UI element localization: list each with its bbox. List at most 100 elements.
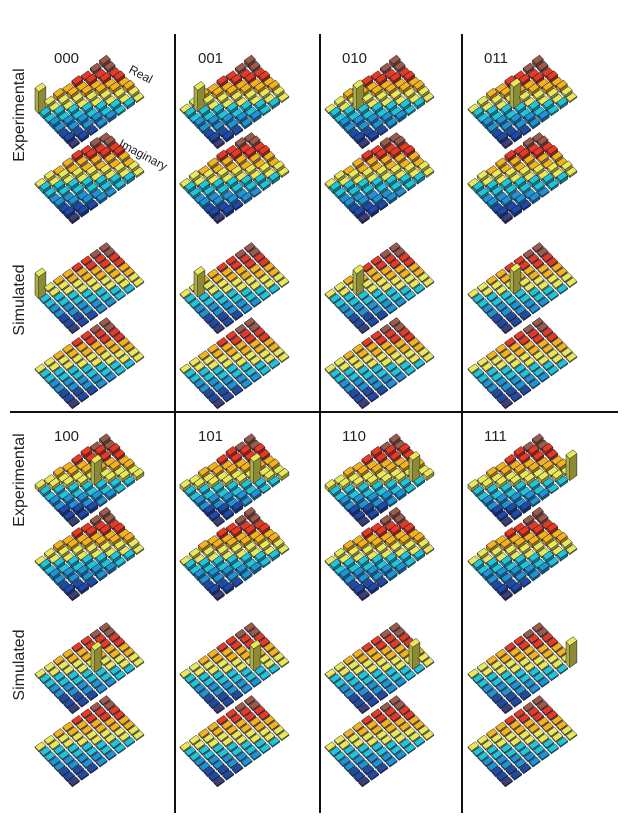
bar-top xyxy=(39,106,52,117)
bar-top xyxy=(62,157,74,168)
bar-top xyxy=(53,366,66,377)
bar-top xyxy=(76,719,88,730)
bar-top xyxy=(123,663,136,674)
plot-101-simulated-real xyxy=(179,622,290,715)
bar-top xyxy=(123,96,136,107)
bar-top xyxy=(230,73,243,84)
plot-001-simulated-real xyxy=(179,242,290,335)
bar-top xyxy=(49,378,61,389)
bar-top xyxy=(89,628,102,639)
bar-top xyxy=(86,199,99,210)
bar-top xyxy=(71,278,84,289)
bar-top xyxy=(62,268,74,279)
bar-top xyxy=(123,267,135,277)
bar-top xyxy=(94,706,107,717)
bar-top xyxy=(44,373,56,384)
bar-top xyxy=(68,589,80,600)
bar-top xyxy=(100,744,112,755)
bar-top xyxy=(34,82,47,93)
bar-top xyxy=(99,163,112,174)
bar-top xyxy=(113,710,126,720)
bar-top xyxy=(80,635,93,646)
bar-top xyxy=(268,79,280,90)
bar-top xyxy=(80,330,93,341)
bar-top xyxy=(77,491,89,502)
bar-top xyxy=(212,120,225,131)
bar-top xyxy=(109,343,121,354)
bar-top xyxy=(90,265,102,276)
bar-top xyxy=(53,275,65,285)
bar-top xyxy=(99,333,112,344)
bar-top xyxy=(53,728,65,738)
bar-top xyxy=(132,166,145,177)
bar-top xyxy=(105,488,117,498)
panel-dividers xyxy=(10,34,618,813)
bar-top xyxy=(72,675,84,685)
bar-top xyxy=(80,708,93,719)
bar-top xyxy=(99,275,112,286)
bar-top xyxy=(67,381,80,392)
bar-top xyxy=(81,305,94,315)
bar-top xyxy=(81,346,93,357)
bar-top xyxy=(123,548,136,559)
bar-top xyxy=(53,350,65,360)
bar-top xyxy=(123,458,135,469)
bar-top xyxy=(77,129,90,140)
bar-top xyxy=(63,393,76,404)
bar-front xyxy=(408,455,413,483)
bar-top xyxy=(113,653,126,664)
bar-top xyxy=(43,734,56,745)
bar-front xyxy=(90,458,95,487)
bar-top xyxy=(53,744,66,755)
bar-top xyxy=(132,277,145,287)
bar-top xyxy=(67,348,79,359)
bar-top xyxy=(258,87,271,98)
bar-top xyxy=(67,670,80,680)
bar-top xyxy=(62,360,75,370)
bar-top xyxy=(62,665,75,675)
panel-label-101: 101 xyxy=(198,428,223,445)
bar-top xyxy=(71,75,84,85)
bar-top xyxy=(71,353,84,364)
bar-top xyxy=(48,739,61,750)
bar-top xyxy=(58,185,70,196)
bar-top xyxy=(198,104,211,115)
plot-101-experimental-real xyxy=(179,433,290,528)
plot-110-experimental-imaginary xyxy=(324,506,435,602)
bar-top xyxy=(99,433,111,444)
bar-top xyxy=(89,62,102,73)
bar-top xyxy=(53,308,66,319)
panel-label-000: 000 xyxy=(54,50,79,67)
bar-top xyxy=(67,653,79,664)
bar-top xyxy=(85,351,98,362)
bar-top xyxy=(99,728,112,739)
bar-top xyxy=(39,293,52,304)
bar-top xyxy=(99,258,112,269)
bar-top xyxy=(57,168,70,179)
bar-top xyxy=(34,267,47,278)
bar-top xyxy=(90,641,103,651)
bar-top xyxy=(49,494,61,505)
bar-top xyxy=(76,155,88,166)
bar-top xyxy=(85,90,98,101)
bar-top xyxy=(114,556,126,567)
plot-100-simulated-real xyxy=(34,622,145,715)
bar-top xyxy=(99,506,111,517)
plot-011-experimental-imaginary xyxy=(467,132,578,225)
bar-top xyxy=(132,92,145,102)
plot-011-experimental-real xyxy=(467,54,578,150)
bar-top xyxy=(95,117,108,128)
bar-top xyxy=(108,442,121,453)
bar-top xyxy=(114,365,126,376)
bar-top xyxy=(63,510,76,520)
bar-top xyxy=(91,373,103,384)
bar-top xyxy=(71,731,84,742)
bar-top xyxy=(118,642,130,652)
bar-top xyxy=(89,248,102,259)
bar-top xyxy=(258,70,271,81)
bar-top xyxy=(53,483,66,494)
bar-top xyxy=(114,670,126,681)
bar-top xyxy=(63,318,76,329)
bar-top xyxy=(95,683,108,694)
